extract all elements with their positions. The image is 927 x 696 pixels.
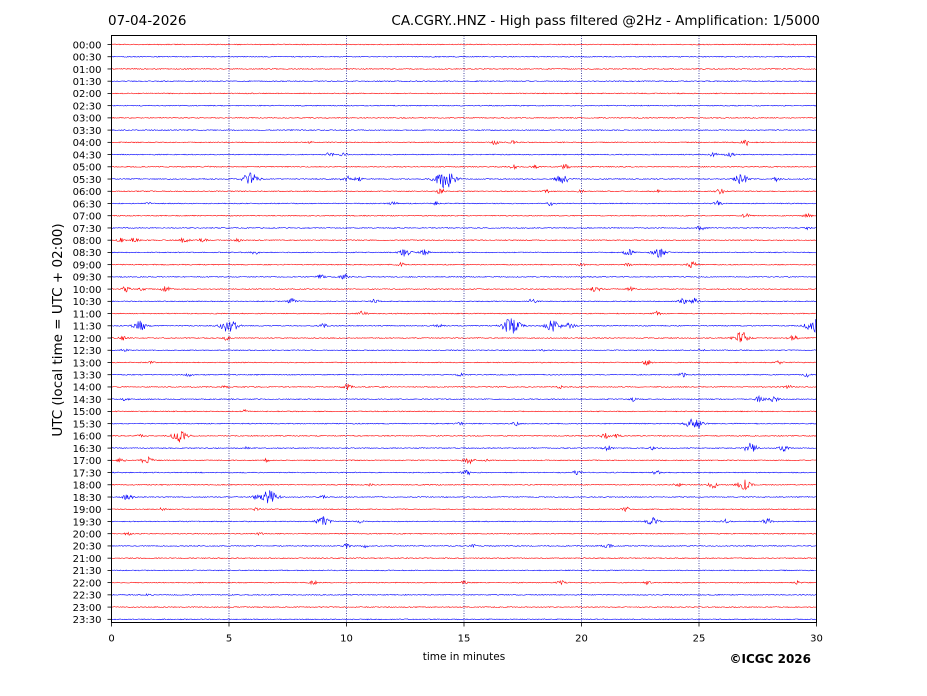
y-tick-label: 04:00 bbox=[73, 138, 102, 149]
y-tick-label: 11:30 bbox=[73, 322, 102, 333]
y-tick-label: 12:30 bbox=[73, 346, 102, 357]
y-tick-label: 03:00 bbox=[73, 114, 102, 125]
x-tick-label: 30 bbox=[810, 634, 823, 645]
y-tick-label: 21:30 bbox=[73, 566, 102, 577]
trace-0030 bbox=[111, 55, 817, 58]
chart-title: CA.CGRY..HNZ - High pass filtered @2Hz -… bbox=[391, 13, 820, 29]
y-tick-label: 21:00 bbox=[73, 554, 102, 565]
y-tick-label: 08:00 bbox=[73, 236, 102, 247]
trace-1230 bbox=[111, 348, 817, 353]
x-axis-label: time in minutes bbox=[423, 651, 505, 663]
trace-1500 bbox=[111, 408, 817, 413]
y-tick-label: 12:00 bbox=[73, 334, 102, 345]
y-tick-label: 07:00 bbox=[73, 212, 102, 223]
trace-1830 bbox=[111, 490, 817, 504]
y-tick-label: 14:00 bbox=[73, 383, 102, 394]
y-tick-label: 18:30 bbox=[73, 493, 102, 504]
trace-2200 bbox=[111, 579, 817, 586]
trace-0930 bbox=[111, 273, 817, 280]
y-tick-label: 17:30 bbox=[73, 468, 102, 479]
y-tick-label: 10:00 bbox=[73, 285, 102, 296]
trace-1430 bbox=[111, 394, 817, 403]
y-tick-label: 15:30 bbox=[73, 419, 102, 430]
y-tick-label: 02:30 bbox=[73, 101, 102, 112]
y-tick-label: 09:00 bbox=[73, 260, 102, 271]
y-tick-label: 13:30 bbox=[73, 371, 102, 382]
y-tick-label: 13:00 bbox=[73, 358, 102, 369]
trace-0430 bbox=[111, 151, 817, 158]
y-tick-label: 14:30 bbox=[73, 395, 102, 406]
y-tick-label: 00:30 bbox=[73, 53, 102, 64]
trace-1630 bbox=[111, 442, 817, 453]
y-tick-label: 17:00 bbox=[73, 456, 102, 467]
y-tick-label: 22:30 bbox=[73, 591, 102, 602]
y-tick-label: 06:30 bbox=[73, 199, 102, 210]
x-axis: 0 5 10 15 20 25 30 bbox=[108, 622, 823, 645]
y-tick-label: 20:30 bbox=[73, 542, 102, 553]
y-tick-label: 01:30 bbox=[73, 77, 102, 88]
y-tick-label: 00:00 bbox=[73, 40, 102, 51]
x-tick-label: 25 bbox=[693, 634, 706, 645]
y-tick-label: 06:00 bbox=[73, 187, 102, 198]
y-tick-label: 03:30 bbox=[73, 126, 102, 137]
y-tick-label: 20:00 bbox=[73, 530, 102, 541]
y-tick-label: 07:30 bbox=[73, 224, 102, 235]
y-tick-label: 19:30 bbox=[73, 517, 102, 528]
y-tick-label: 10:30 bbox=[73, 297, 102, 308]
y-axis-label: UTC (local time = UTC + 02:00) bbox=[50, 223, 66, 436]
x-tick-label: 0 bbox=[108, 634, 114, 645]
trace-1700 bbox=[111, 456, 817, 465]
trace-2300 bbox=[111, 606, 817, 608]
vertical-gridlines bbox=[228, 35, 700, 623]
x-tick-label: 15 bbox=[458, 634, 471, 645]
trace-0800 bbox=[111, 237, 817, 243]
y-tick-label: 16:00 bbox=[73, 432, 102, 443]
y-tick-label: 05:00 bbox=[73, 163, 102, 174]
y-tick-label: 05:30 bbox=[73, 175, 102, 186]
trace-1400 bbox=[111, 383, 817, 391]
x-tick-label: 10 bbox=[340, 634, 353, 645]
trace-2330 bbox=[111, 618, 817, 621]
trace-0000 bbox=[111, 43, 817, 46]
y-tick-label: 02:00 bbox=[73, 89, 102, 100]
trace-0500 bbox=[111, 163, 817, 170]
trace-1800 bbox=[111, 479, 817, 491]
y-tick-label: 15:00 bbox=[73, 407, 102, 418]
y-tick-label: 23:00 bbox=[73, 603, 102, 614]
x-tick-label: 20 bbox=[575, 634, 588, 645]
y-tick-label: 08:30 bbox=[73, 248, 102, 259]
x-tick-label: 5 bbox=[226, 634, 232, 645]
trace-0530 bbox=[111, 172, 817, 189]
y-tick-label: 22:00 bbox=[73, 578, 102, 589]
trace-0900 bbox=[111, 260, 817, 268]
trace-2230 bbox=[111, 593, 817, 597]
y-tick-label: 09:30 bbox=[73, 273, 102, 284]
trace-0330 bbox=[111, 129, 817, 132]
date-label: 07-04-2026 bbox=[108, 13, 186, 29]
y-tick-label: 16:30 bbox=[73, 444, 102, 455]
y-tick-label: 04:30 bbox=[73, 150, 102, 161]
y-tick-label: 19:00 bbox=[73, 505, 102, 516]
trace-0400 bbox=[111, 139, 817, 147]
trace-1300 bbox=[111, 359, 817, 366]
copyright-label: ©ICGC 2026 bbox=[729, 652, 811, 666]
y-tick-label: 18:00 bbox=[73, 481, 102, 492]
y-tick-label: 23:30 bbox=[73, 615, 102, 626]
y-tick-label: 11:00 bbox=[73, 309, 102, 320]
trace-1730 bbox=[111, 469, 817, 476]
y-tick-label: 01:00 bbox=[73, 65, 102, 76]
trace-0830 bbox=[111, 248, 817, 259]
